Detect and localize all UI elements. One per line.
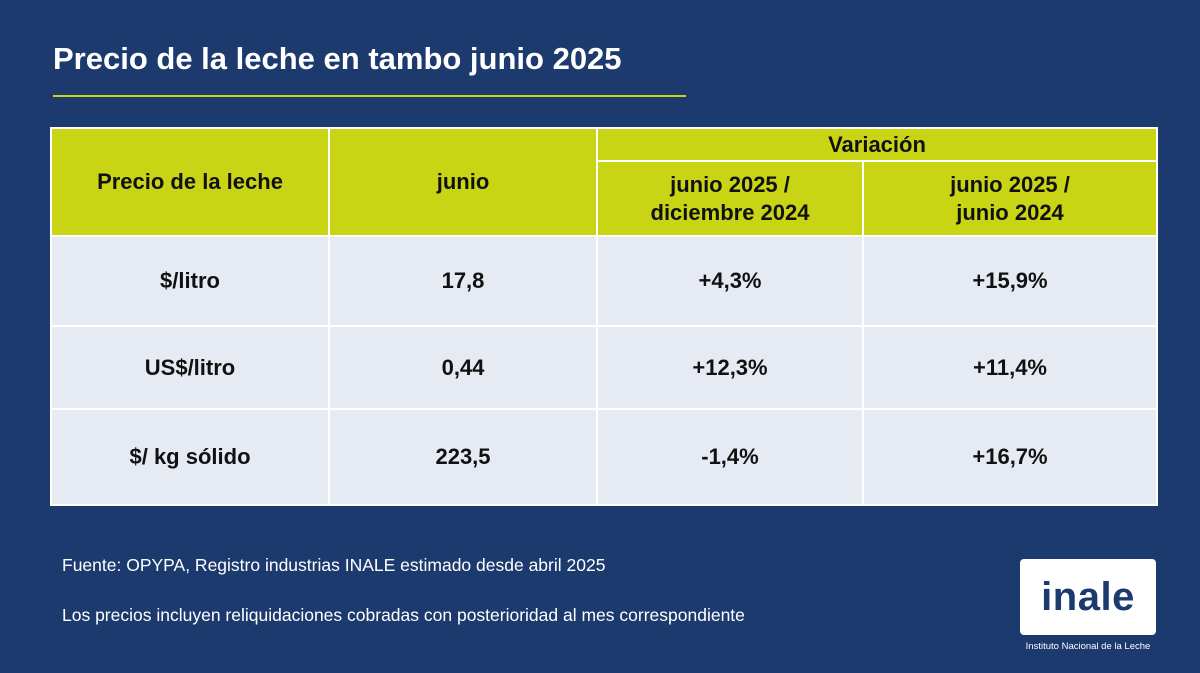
cell-concept: US$/litro <box>50 325 330 410</box>
title-underline <box>53 95 686 97</box>
header-var-dec-line2: diciembre 2024 <box>650 199 810 225</box>
table-header-row: Precio de la leche junio Variación <box>50 127 1158 237</box>
cell-value: 0,44 <box>328 325 598 410</box>
prices-note: Los precios incluyen reliquidaciones cob… <box>62 605 745 625</box>
cell-value: 17,8 <box>328 235 598 327</box>
header-variation: Variación <box>596 127 1158 162</box>
page-title: Precio de la leche en tambo junio 2025 <box>53 41 622 76</box>
cell-var-jun: +16,7% <box>862 408 1158 506</box>
logo-wordmark: inale <box>1041 574 1135 619</box>
cell-value: 223,5 <box>328 408 598 506</box>
table-row: $/ kg sólido 223,5 -1,4% +16,7% <box>50 408 1158 506</box>
header-var-jun-line2: junio 2024 <box>956 199 1064 225</box>
table-subheader-row: junio 2025 / diciembre 2024 junio 2025 /… <box>51 160 1158 237</box>
logo-caption: Instituto Nacional de la Leche <box>1025 641 1151 652</box>
cell-concept: $/ kg sólido <box>50 408 330 506</box>
milk-price-table: Precio de la leche junio Variación junio… <box>50 127 1158 506</box>
inale-logo: inale <box>1020 559 1156 635</box>
table-row: US$/litro 0,44 +12,3% +11,4% <box>50 325 1158 410</box>
cell-concept: $/litro <box>50 235 330 327</box>
header-concept: Precio de la leche <box>50 127 330 237</box>
header-var-dec-line1: junio 2025 / <box>670 171 790 197</box>
header-var-jun: junio 2025 / junio 2024 <box>862 160 1158 237</box>
source-note: Fuente: OPYPA, Registro industrias INALE… <box>62 555 606 575</box>
cell-var-jun: +15,9% <box>862 235 1158 327</box>
header-var-dec: junio 2025 / diciembre 2024 <box>596 160 864 237</box>
table-row: $/litro 17,8 +4,3% +15,9% <box>50 235 1158 327</box>
cell-var-dec: +4,3% <box>596 235 864 327</box>
cell-var-dec: +12,3% <box>596 325 864 410</box>
header-month: junio <box>328 127 598 237</box>
header-var-jun-line1: junio 2025 / <box>950 171 1070 197</box>
cell-var-jun: +11,4% <box>862 325 1158 410</box>
cell-var-dec: -1,4% <box>596 408 864 506</box>
